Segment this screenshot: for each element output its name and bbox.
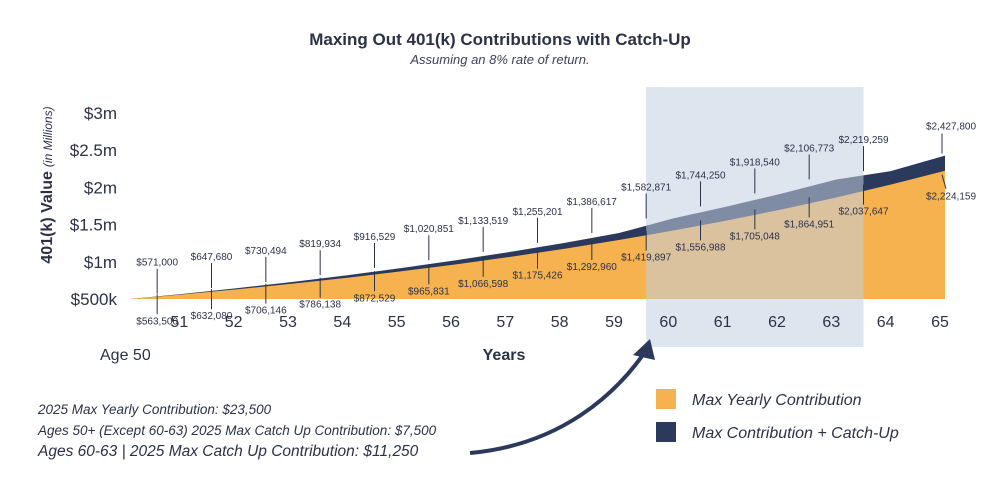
legend-swatch-max-yearly (656, 389, 676, 409)
x-tick-label: 55 (388, 314, 406, 331)
note-max-yearly-value: $23,500 (222, 402, 272, 417)
y-tick-label: $500k (71, 290, 118, 309)
y-tick-label: $2.5m (70, 141, 117, 160)
y-axis-ticks: $500k $1m $1.5m $2m $2.5m $3m (70, 104, 118, 309)
note-max-yearly: 2025 Max Yearly Contribution: $23,500 (38, 402, 271, 417)
data-label-max-yearly: $872,529 (354, 293, 396, 304)
legend-swatch-catch-up (656, 422, 676, 442)
y-axis-label: 401(k) Value (in Millions) (39, 106, 56, 263)
data-label-max-yearly: $965,831 (408, 286, 450, 297)
data-label-catch-up: $1,133,519 (458, 216, 508, 227)
x-tick-label: 59 (605, 314, 623, 331)
data-label-catch-up: $730,494 (245, 246, 287, 257)
x-tick-label: 62 (768, 314, 786, 331)
legend-label-catch-up: Max Contribution + Catch-Up (692, 425, 899, 442)
x-tick-label: 60 (659, 314, 677, 331)
x-tick-label: 56 (442, 314, 460, 331)
x-axis-ticks: 51 52 53 54 55 56 57 58 59 60 61 62 63 64 65 (170, 314, 949, 331)
data-label-max-yearly: $1,066,598 (458, 279, 508, 290)
note-catch-up-60-63-value: $11,250 (363, 443, 419, 460)
note-catch-up-50-value: $7,500 (394, 423, 437, 438)
data-label-catch-up: $1,582,871 (621, 182, 671, 193)
x-axis-label: Years (483, 347, 526, 364)
data-label-max-yearly: $2,037,647 (838, 207, 888, 218)
data-label-catch-up: $571,000 (136, 258, 178, 269)
x-axis-start-label: Age 50 (100, 347, 151, 364)
data-label-catch-up: $1,744,250 (675, 170, 725, 181)
data-label-catch-up: $916,529 (354, 232, 396, 243)
data-label-catch-up: $2,427,800 (926, 122, 976, 133)
data-label-catch-up: $647,680 (191, 252, 233, 263)
data-labels: $571,000 $563,500 $647,680 $632,080 $730,494… (136, 122, 976, 328)
y-tick-label: $2m (84, 178, 117, 197)
data-label-catch-up: $1,918,540 (730, 157, 780, 168)
x-tick-label: 53 (279, 314, 297, 331)
note-catch-up-60-63: Ages 60-63 | 2025 Max Catch Up Contribut… (38, 443, 418, 461)
data-label-max-yearly: $1,556,988 (675, 242, 725, 253)
data-label-max-yearly: $1,175,426 (512, 271, 562, 282)
y-tick-label: $1.5m (70, 216, 117, 235)
data-label-max-yearly: $632,080 (191, 311, 233, 322)
note-catch-up-50-label: Ages 50+ (Except 60-63) 2025 Max Catch U… (38, 423, 392, 438)
chart-title: Maxing Out 401(k) Contributions with Cat… (309, 30, 691, 49)
data-label-max-yearly: $1,419,897 (621, 253, 671, 264)
y-tick-label: $1m (84, 253, 117, 272)
data-label-catch-up: $1,255,201 (512, 207, 562, 218)
data-label-catch-up: $1,020,851 (404, 224, 454, 235)
highlight-arrow (469, 350, 647, 455)
data-label-max-yearly: $1,864,951 (784, 219, 834, 230)
y-axis-label-main: 401(k) Value (39, 171, 56, 264)
x-tick-label: 61 (714, 314, 732, 331)
data-label-max-yearly: $1,292,960 (567, 262, 617, 273)
legend-label-max-yearly: Max Yearly Contribution (692, 392, 862, 409)
x-tick-label: 57 (496, 314, 514, 331)
note-catch-up-60-63-label: Ages 60-63 | 2025 Max Catch Up Contribut… (38, 443, 360, 460)
data-label-max-yearly: $706,146 (245, 306, 287, 317)
highlight-arrow-head (633, 339, 655, 360)
x-tick-label: 52 (225, 314, 243, 331)
data-label-max-yearly: $1,705,048 (730, 231, 780, 242)
x-tick-label: 64 (877, 314, 895, 331)
data-label-catch-up: $2,219,259 (838, 135, 888, 146)
data-label-max-yearly: $786,138 (299, 300, 341, 311)
data-label-catch-up: $819,934 (299, 239, 341, 250)
data-label-max-yearly-leader (941, 174, 947, 189)
x-tick-label: 58 (551, 314, 569, 331)
data-label-max-yearly: $563,500 (136, 316, 178, 327)
x-tick-label: 54 (333, 314, 351, 331)
data-label-max-yearly: $2,224,159 (926, 192, 976, 203)
y-axis-label-unit: (in Millions) (41, 106, 55, 167)
x-tick-label: 65 (931, 314, 949, 331)
data-label-catch-up: $1,386,617 (567, 197, 617, 208)
data-label-catch-up: $2,106,773 (784, 143, 834, 154)
y-tick-label: $3m (84, 104, 117, 123)
note-catch-up-50: Ages 50+ (Except 60-63) 2025 Max Catch U… (38, 423, 436, 438)
x-tick-label: 51 (170, 314, 188, 331)
note-max-yearly-label: 2025 Max Yearly Contribution: (38, 402, 219, 417)
x-tick-label: 63 (822, 314, 840, 331)
chart-subtitle: Assuming an 8% rate of return. (409, 52, 589, 67)
